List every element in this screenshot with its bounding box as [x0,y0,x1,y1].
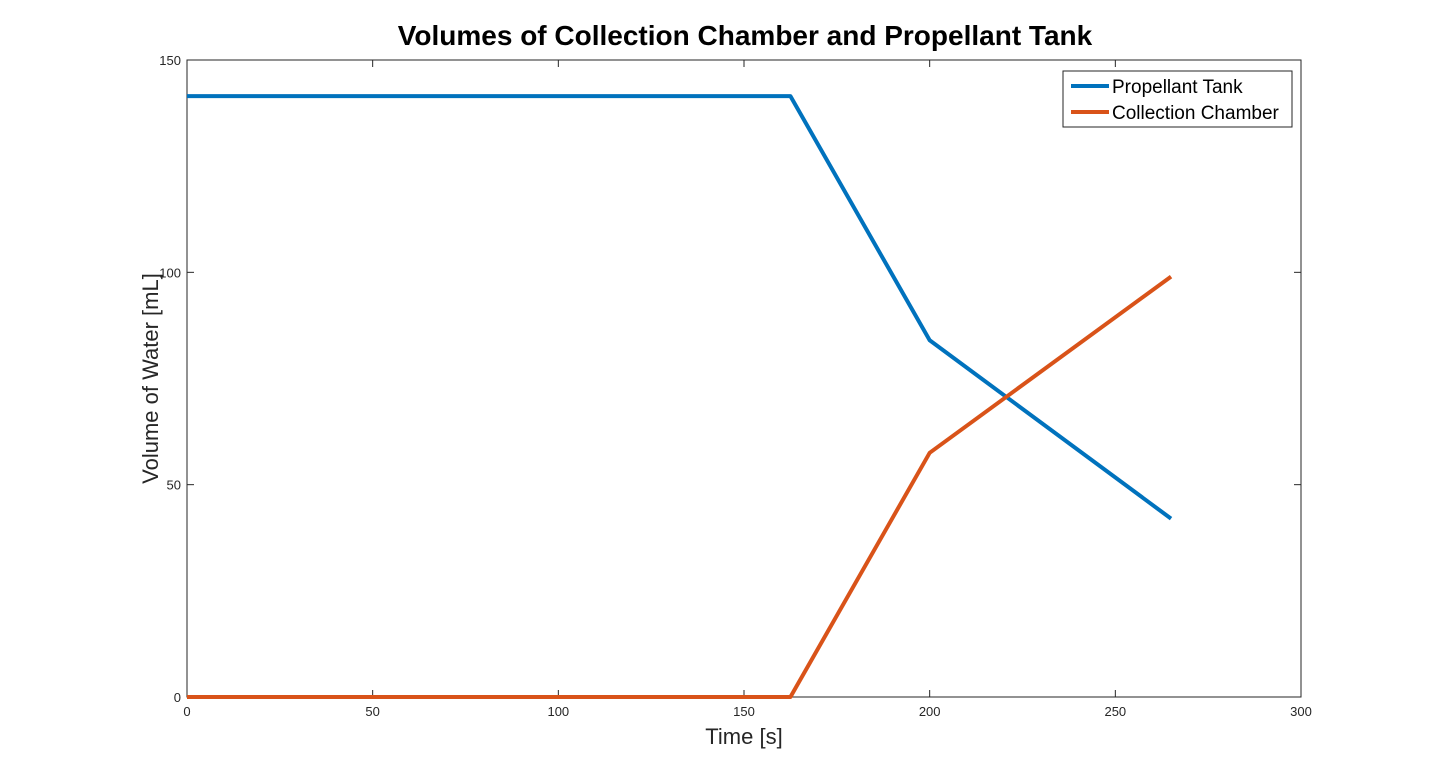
x-tick-label: 300 [1290,704,1312,719]
x-axis-label: Time [s] [705,724,782,749]
chart-title: Volumes of Collection Chamber and Propel… [398,20,1093,51]
x-tick-label: 250 [1104,704,1126,719]
y-tick-label: 100 [159,265,181,280]
series-line [187,94,1173,521]
series-layer [187,94,1173,699]
axis-ticks: 0 50 100 150 200 250 300 0 50 100 150 [159,53,1312,719]
x-tick-label: 150 [733,704,755,719]
y-tick-label: 50 [167,478,181,493]
y-axis-label: Volume of Water [mL] [138,273,163,484]
plot-area [186,59,1302,698]
legend-box [1062,70,1293,128]
y-tick-label: 150 [159,53,181,68]
legend: Propellant Tank Collection Chamber [1062,70,1293,128]
x-tick-label: 50 [365,704,379,719]
x-tick-label: 200 [919,704,941,719]
y-tick-label: 0 [174,690,181,705]
legend-entry: Propellant Tank [1112,77,1243,98]
legend-entry: Collection Chamber [1112,103,1280,124]
x-tick-label: 100 [547,704,569,719]
x-tick-label: 0 [183,704,190,719]
series-line [187,274,1173,699]
